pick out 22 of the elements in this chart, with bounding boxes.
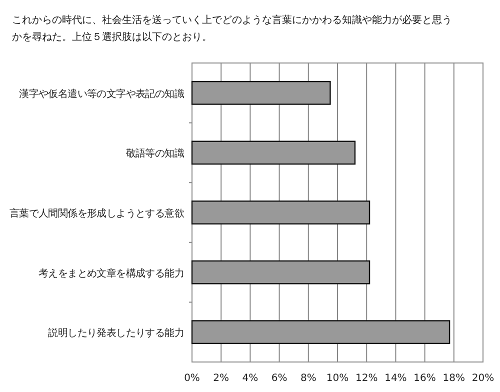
x-tick-label: 6%: [271, 373, 288, 384]
x-tick-label: 2%: [213, 373, 230, 384]
y-tick-label: 漢字や仮名遣い等の文字や表記の知識: [19, 88, 184, 100]
y-tick-label: 考えをまとめ文章を構成する能力: [38, 267, 184, 280]
bar: [191, 260, 370, 284]
bar: [191, 80, 331, 105]
x-tick-label: 12%: [355, 373, 378, 384]
x-tick-label: 16%: [414, 373, 436, 384]
x-tick-label: 8%: [300, 373, 316, 384]
bar: [191, 200, 370, 224]
x-tick-label: 4%: [242, 373, 258, 384]
chart-title: これからの時代に、社会生活を送っていく上でどのような言葉にかかわる知識や能力が必要と思うかを尋ねた。上位５選択肢は以下のとおり。: [12, 14, 452, 45]
y-tick-label: 敬語等の知識: [126, 148, 184, 160]
bar: [191, 320, 450, 344]
y-tick-label: 説明したり発表したりする能力: [48, 327, 184, 340]
bar: [191, 140, 356, 165]
x-tick-label: 18%: [442, 373, 466, 384]
x-tick-label: 14%: [384, 373, 407, 384]
y-tick-label: 言葉で人間関係を形成しようとする意欲: [9, 208, 184, 220]
x-tick-label: 0%: [184, 373, 200, 384]
x-tick-label: 20%: [472, 373, 494, 384]
x-tick-label: 10%: [326, 373, 349, 384]
